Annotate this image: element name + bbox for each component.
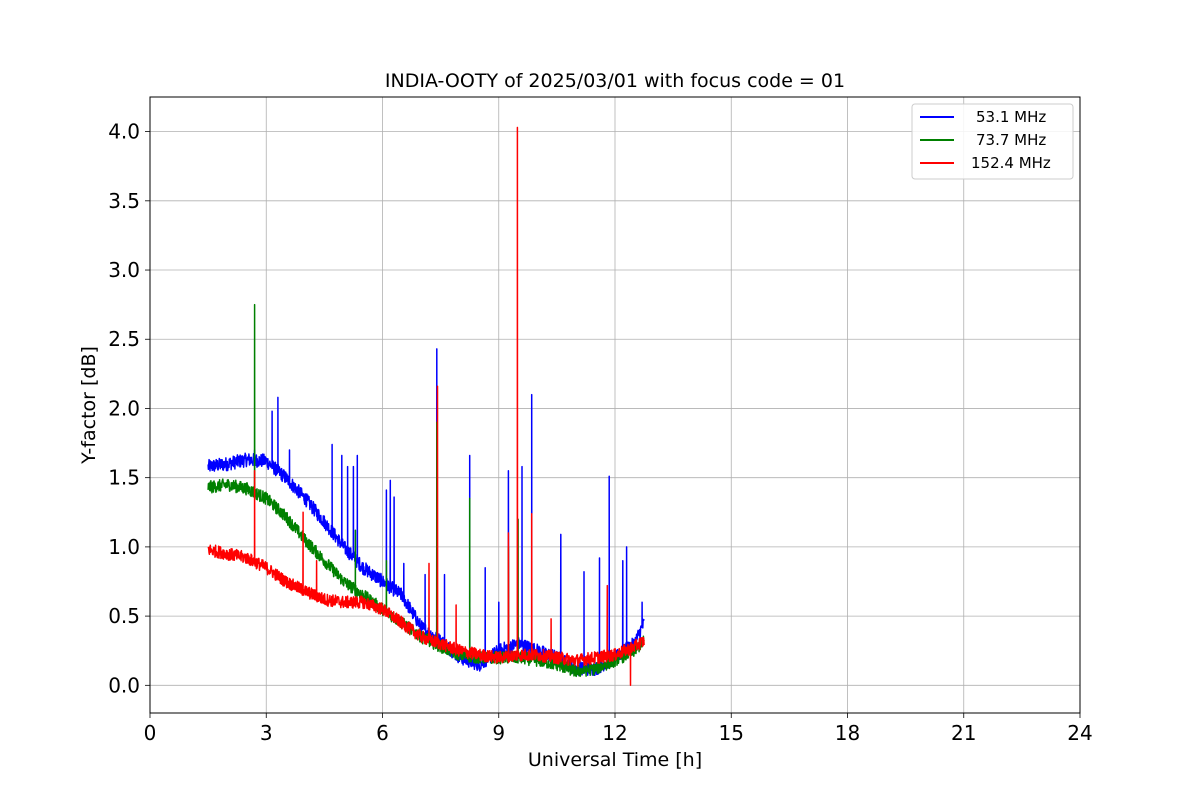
x-tick-label: 3 [260,721,273,745]
chart-title: INDIA-OOTY of 2025/03/01 with focus code… [385,70,845,92]
x-tick-label: 15 [719,721,744,745]
x-tick-label: 24 [1067,721,1092,745]
legend-box [911,103,1074,180]
x-tick-label: 21 [951,721,976,745]
x-tick-label: 6 [376,721,389,745]
x-tick-label: 18 [835,721,860,745]
y-tick-label: 0.0 [108,673,140,697]
y-tick-label: 2.5 [108,327,140,351]
y-tick-label: 4.0 [108,120,140,144]
y-tick-label: 2.0 [108,396,140,420]
legend-label-53: 53.1 MHz [976,108,1046,126]
legend: 53.1 MHz 73.7 MHz 152.4 MHz [911,103,1074,180]
legend-label-152: 152.4 MHz [971,154,1051,172]
series-line-2 [207,126,645,687]
y-tick-label: 3.5 [108,189,140,213]
x-tick-label: 9 [492,721,505,745]
x-tick-label: 0 [144,721,157,745]
x-tick-label: 12 [602,721,627,745]
plot-series [207,126,645,687]
y-tick-label: 3.0 [108,258,140,282]
y-tick-label: 0.5 [108,604,140,628]
x-axis-label: Universal Time [h] [528,749,702,771]
y-tick-label: 1.5 [108,466,140,490]
y-axis-label: Y-factor [dB] [78,346,100,465]
ticks: 0 3 6 9 12 15 18 21 24 0.0 0.5 1.0 1.5 2.0 2.5 3.0 3.5 4.… [108,120,1093,745]
legend-label-73: 73.7 MHz [976,131,1046,149]
y-tick-label: 1.0 [108,535,140,559]
